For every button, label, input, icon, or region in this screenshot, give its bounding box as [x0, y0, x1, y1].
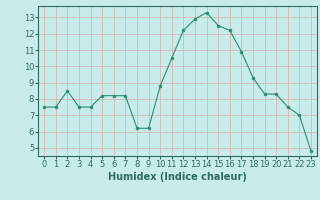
- X-axis label: Humidex (Indice chaleur): Humidex (Indice chaleur): [108, 172, 247, 182]
